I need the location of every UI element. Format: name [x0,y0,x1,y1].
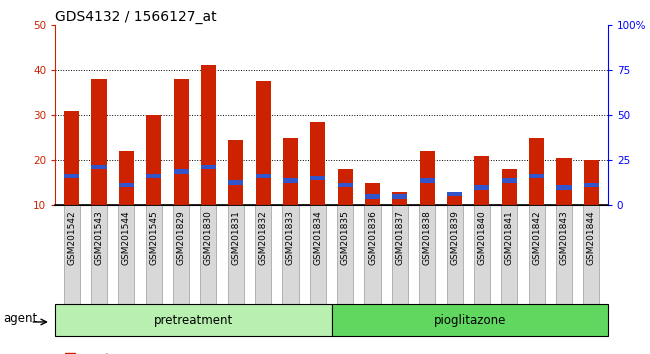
Bar [337,169,353,205]
Text: GSM201843: GSM201843 [560,210,569,265]
FancyBboxPatch shape [474,205,490,304]
Bar [529,174,544,178]
FancyBboxPatch shape [282,205,298,304]
FancyBboxPatch shape [255,205,271,304]
Bar [228,140,243,205]
Bar [64,110,79,205]
Bar [393,194,408,199]
FancyBboxPatch shape [528,205,545,304]
Text: GSM201543: GSM201543 [94,210,103,265]
FancyBboxPatch shape [501,205,517,304]
Bar [474,185,489,189]
Bar [365,183,380,205]
Legend: count, percentile rank within the sample: count, percentile rank within the sample [60,349,260,354]
Text: GSM201839: GSM201839 [450,210,459,265]
Bar [556,158,571,205]
Bar [201,165,216,169]
Text: GSM201545: GSM201545 [150,210,158,265]
Text: GDS4132 / 1566127_at: GDS4132 / 1566127_at [55,10,217,24]
Text: GSM201544: GSM201544 [122,210,131,265]
Bar [119,183,134,187]
FancyBboxPatch shape [173,205,189,304]
Text: GSM201833: GSM201833 [286,210,295,265]
Bar [119,151,134,205]
Text: GSM201838: GSM201838 [422,210,432,265]
Text: GSM201832: GSM201832 [259,210,268,265]
Bar [255,174,270,178]
Bar [474,156,489,205]
Bar [365,194,380,199]
Bar [228,181,243,185]
Bar [201,65,216,205]
FancyBboxPatch shape [392,205,408,304]
Text: GSM201842: GSM201842 [532,210,541,265]
Text: GSM201835: GSM201835 [341,210,350,265]
Bar [584,160,599,205]
FancyBboxPatch shape [200,205,216,304]
Text: GSM201831: GSM201831 [231,210,240,265]
Bar [502,169,517,205]
FancyBboxPatch shape [556,205,572,304]
Bar [420,151,435,205]
Text: agent: agent [3,312,37,325]
FancyBboxPatch shape [91,205,107,304]
FancyBboxPatch shape [118,205,135,304]
Text: pioglitazone: pioglitazone [434,314,506,327]
FancyBboxPatch shape [64,205,80,304]
Bar [447,192,462,196]
Bar [420,178,435,183]
Bar [283,138,298,205]
FancyBboxPatch shape [337,205,353,304]
Bar [146,115,161,205]
Bar [92,79,107,205]
Text: GSM201836: GSM201836 [368,210,377,265]
Bar [174,79,188,205]
Text: GSM201841: GSM201841 [505,210,514,265]
Text: GSM201834: GSM201834 [313,210,322,265]
Bar [529,138,544,205]
FancyBboxPatch shape [310,205,326,304]
Bar [556,185,571,189]
Text: GSM201829: GSM201829 [177,210,185,265]
Text: GSM201830: GSM201830 [204,210,213,265]
Text: GSM201542: GSM201542 [67,210,76,265]
FancyBboxPatch shape [419,205,436,304]
Bar [55,304,332,336]
Text: GSM201840: GSM201840 [478,210,486,265]
Bar [310,122,326,205]
Bar [502,178,517,183]
Bar [174,169,188,174]
FancyBboxPatch shape [146,205,162,304]
Bar [337,183,353,187]
Bar [64,174,79,178]
Bar [584,183,599,187]
FancyBboxPatch shape [583,205,599,304]
Text: pretreatment: pretreatment [154,314,233,327]
FancyBboxPatch shape [365,205,381,304]
Text: GSM201844: GSM201844 [587,210,596,265]
FancyBboxPatch shape [447,205,463,304]
Bar [255,81,270,205]
Bar [283,178,298,183]
Bar [447,192,462,205]
Bar [393,192,408,205]
Bar [310,176,326,181]
Bar [92,165,107,169]
FancyBboxPatch shape [227,205,244,304]
Bar [332,304,608,336]
Bar [146,174,161,178]
Text: GSM201837: GSM201837 [395,210,404,265]
